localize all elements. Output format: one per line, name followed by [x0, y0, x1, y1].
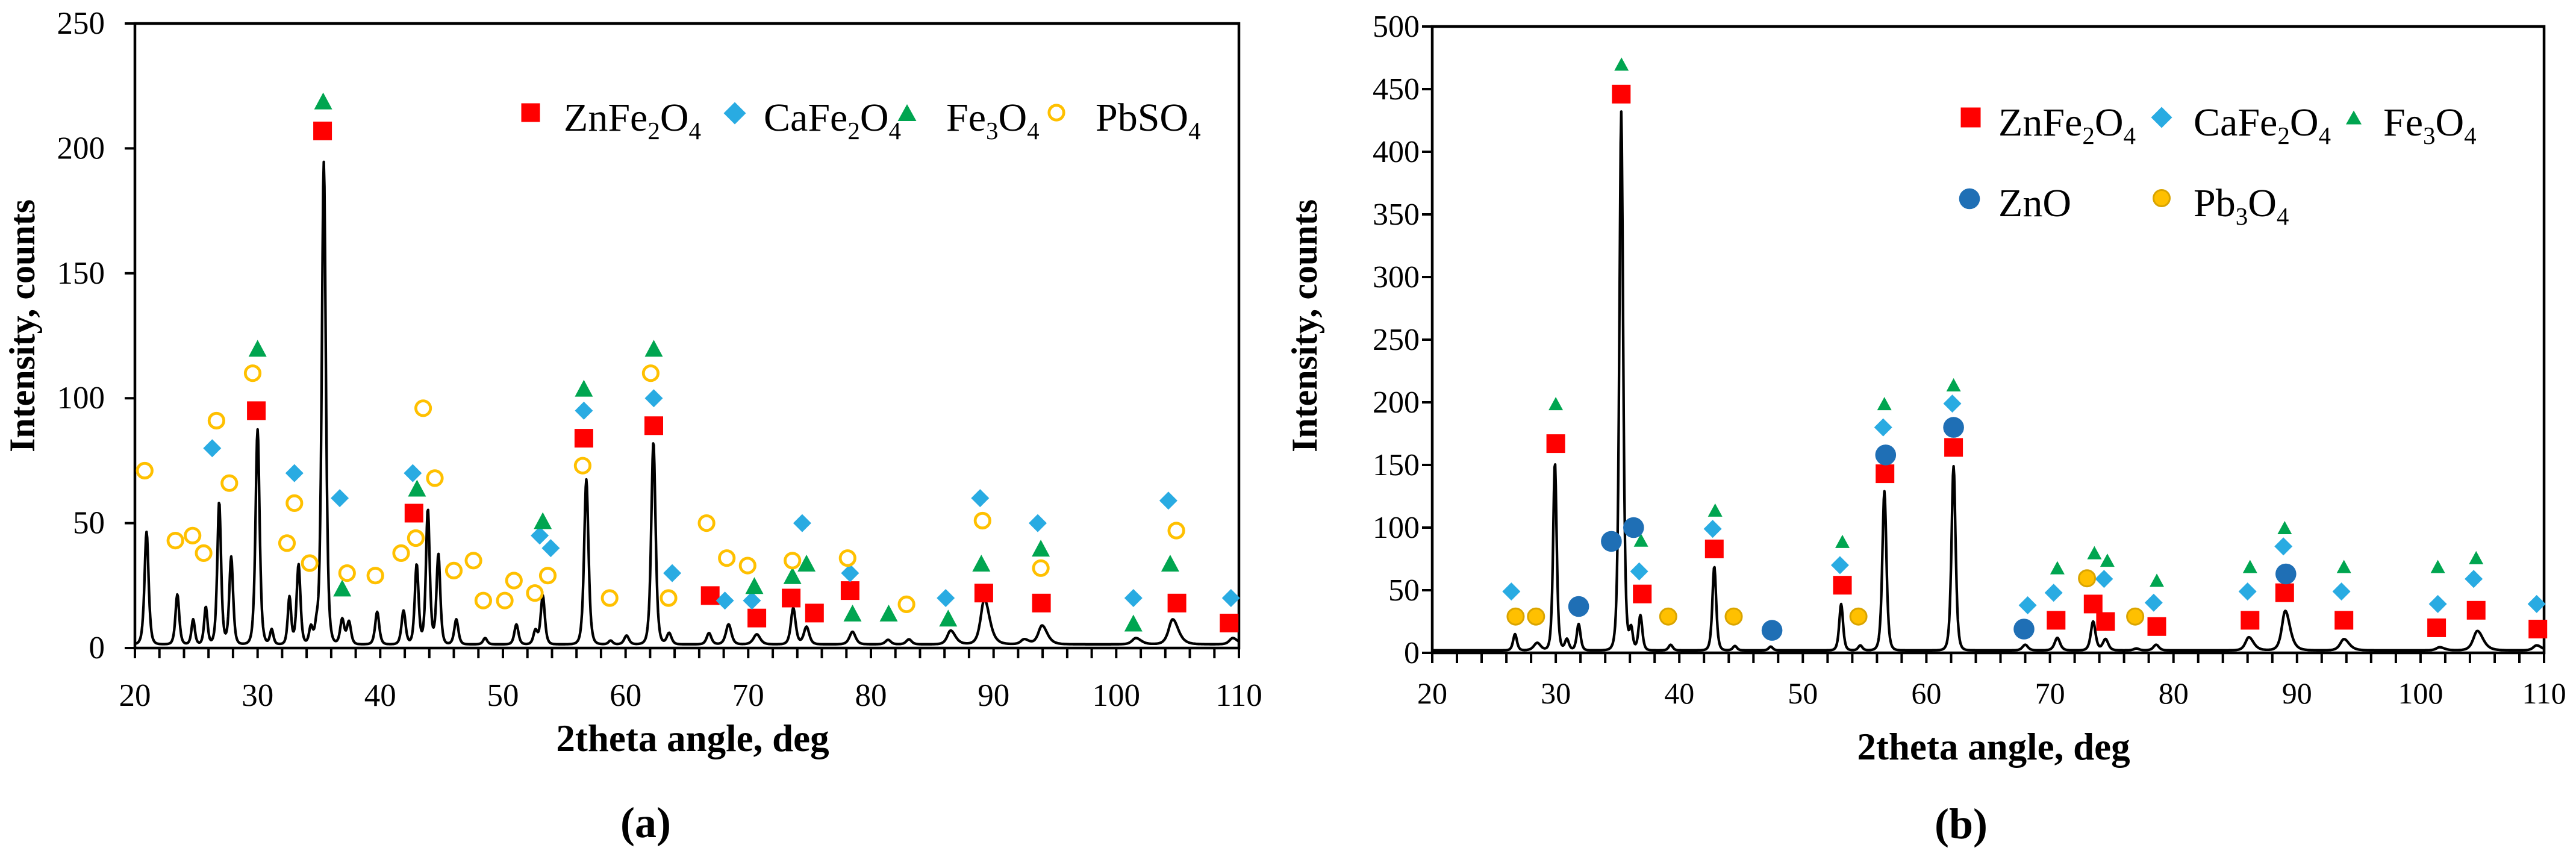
svg-text:20: 20 — [119, 678, 151, 713]
svg-text:90: 90 — [978, 678, 1009, 713]
svg-text:PbSO4: PbSO4 — [1096, 96, 1201, 145]
svg-text:80: 80 — [2159, 676, 2189, 710]
svg-text:ZnFe2O4: ZnFe2O4 — [1998, 101, 2136, 149]
svg-text:350: 350 — [1373, 198, 1420, 232]
svg-text:60: 60 — [1911, 676, 1941, 710]
svg-text:100: 100 — [1093, 678, 1141, 713]
svg-text:80: 80 — [855, 678, 887, 713]
svg-text:450: 450 — [1373, 72, 1420, 107]
svg-text:70: 70 — [732, 678, 764, 713]
svg-text:CaFe2O4: CaFe2O4 — [764, 96, 901, 145]
svg-text:250: 250 — [1373, 323, 1420, 357]
svg-text:100: 100 — [1373, 511, 1420, 545]
svg-text:30: 30 — [1541, 676, 1571, 710]
svg-text:(b): (b) — [1935, 800, 1988, 848]
svg-text:(a): (a) — [620, 799, 671, 847]
svg-text:Fe3O4: Fe3O4 — [946, 96, 1040, 145]
svg-text:110: 110 — [1215, 678, 1262, 713]
svg-text:200: 200 — [1373, 385, 1420, 420]
svg-text:400: 400 — [1373, 135, 1420, 169]
svg-text:50: 50 — [487, 678, 519, 713]
svg-text:40: 40 — [1664, 676, 1694, 710]
svg-text:0: 0 — [89, 631, 105, 666]
svg-text:500: 500 — [1373, 10, 1420, 44]
svg-text:250: 250 — [57, 6, 105, 41]
svg-text:300: 300 — [1373, 260, 1420, 295]
svg-text:150: 150 — [1373, 448, 1420, 482]
svg-text:ZnFe2O4: ZnFe2O4 — [564, 96, 701, 145]
svg-text:Intensity, counts: Intensity, counts — [1285, 199, 1324, 452]
svg-text:60: 60 — [610, 678, 641, 713]
svg-text:100: 100 — [57, 381, 105, 416]
svg-text:50: 50 — [1788, 676, 1818, 710]
svg-text:110: 110 — [2522, 676, 2566, 710]
svg-text:Intensity, counts: Intensity, counts — [2, 199, 42, 452]
svg-text:50: 50 — [73, 506, 105, 541]
svg-text:ZnO: ZnO — [1998, 181, 2071, 225]
svg-text:40: 40 — [364, 678, 396, 713]
svg-text:100: 100 — [2398, 676, 2443, 710]
svg-text:90: 90 — [2282, 676, 2312, 710]
svg-text:50: 50 — [1388, 573, 1420, 608]
svg-text:30: 30 — [242, 678, 273, 713]
svg-text:200: 200 — [57, 131, 105, 166]
svg-text:Pb3O4: Pb3O4 — [2194, 181, 2289, 230]
svg-text:150: 150 — [57, 256, 105, 291]
svg-text:0: 0 — [1404, 636, 1420, 670]
svg-text:20: 20 — [1417, 676, 1447, 710]
svg-text:CaFe2O4: CaFe2O4 — [2194, 101, 2331, 149]
svg-text:2theta angle, deg: 2theta angle, deg — [556, 717, 829, 759]
svg-text:2theta angle, deg: 2theta angle, deg — [1857, 726, 2130, 768]
svg-text:70: 70 — [2035, 676, 2065, 710]
